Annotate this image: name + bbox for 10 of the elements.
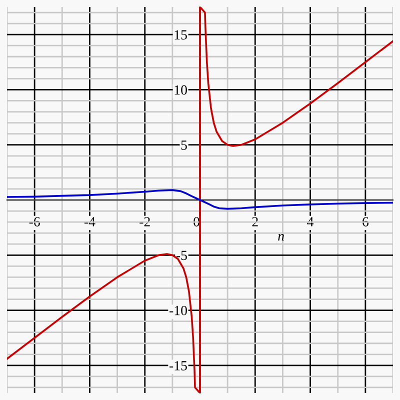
line-series — [7, 189, 393, 210]
y-tick-label: -5 — [176, 250, 187, 260]
y-tick-label: 15 — [174, 30, 187, 40]
x-axis-title: n — [278, 234, 284, 241]
y-tick-label: 5 — [181, 140, 187, 150]
x-tick-label: -2 — [140, 217, 150, 226]
y-tick-label: -15 — [170, 361, 187, 370]
line-series — [7, 7, 393, 393]
y-tick-label: -10 — [170, 306, 187, 316]
y-tick-label: 10 — [174, 85, 187, 95]
